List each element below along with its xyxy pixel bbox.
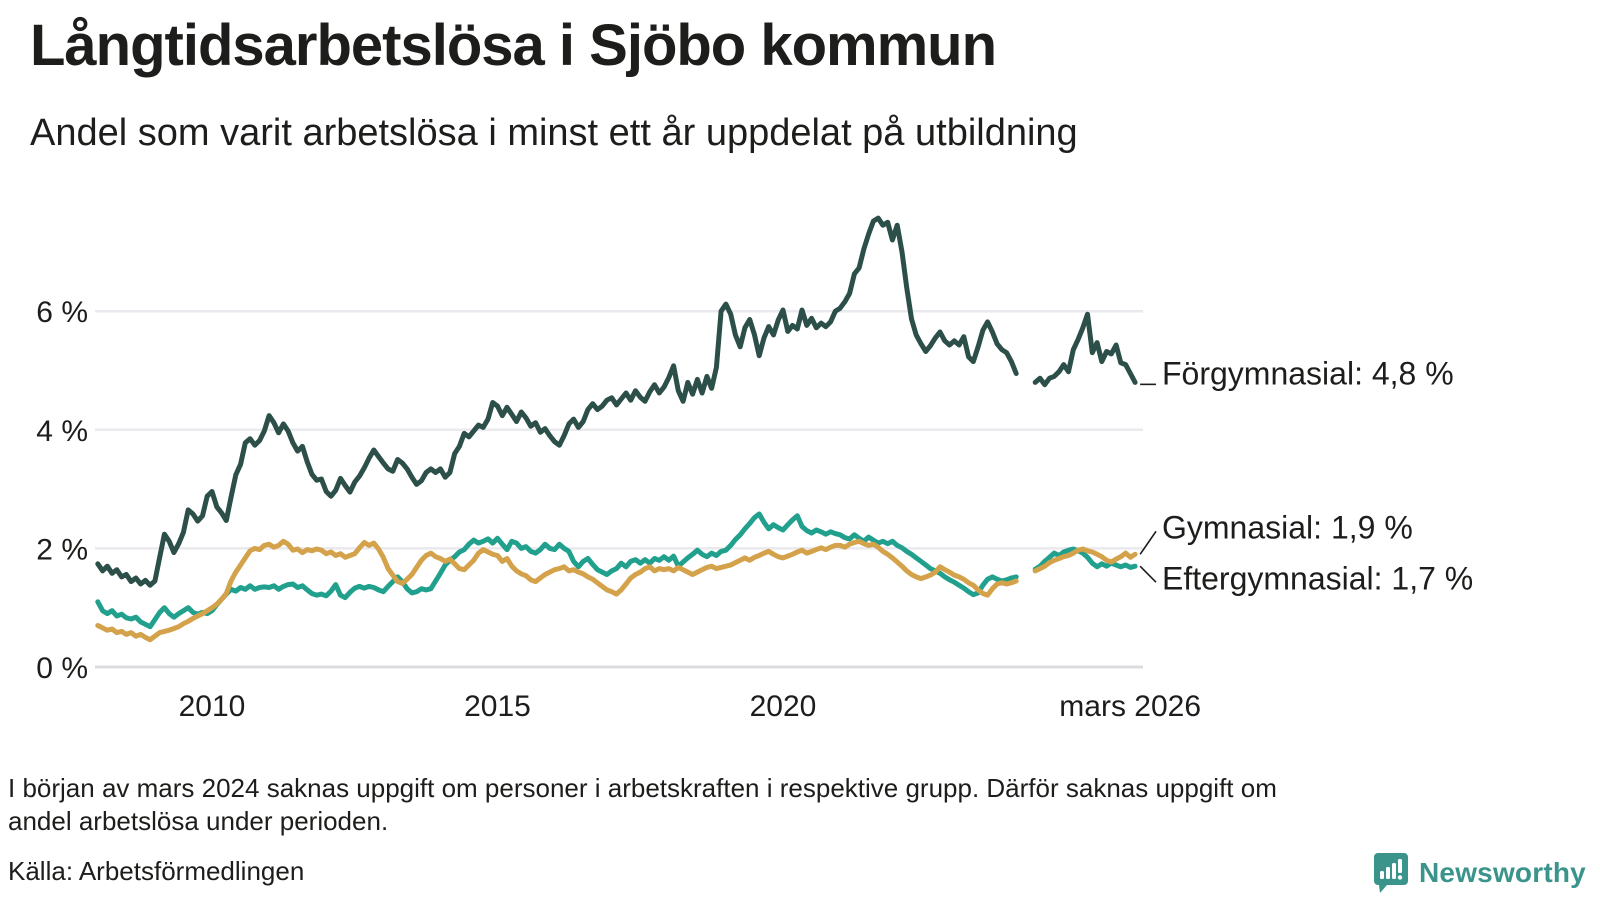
newsworthy-logo: Newsworthy xyxy=(1373,852,1586,894)
newsworthy-icon xyxy=(1374,853,1408,893)
source-note: Källa: Arbetsförmedlingen xyxy=(8,856,305,886)
footnote-line-1: I början av mars 2024 saknas uppgift om … xyxy=(8,773,1277,803)
page-subtitle: Andel som varit arbetslösa i minst ett å… xyxy=(30,112,1078,154)
y-tick-label-1: 2 % xyxy=(36,533,88,566)
series-label-forgymnasial: Förgymnasial: 4,8 % xyxy=(1162,356,1454,392)
x-axis: 2010 2015 2020 mars 2026 xyxy=(179,690,1201,723)
x-tick-label-2: 2020 xyxy=(750,690,817,723)
x-tick-label-3: mars 2026 xyxy=(1059,690,1201,723)
series-label-gymnasial: Gymnasial: 1,9 % xyxy=(1162,510,1413,546)
newsworthy-wordmark: Newsworthy xyxy=(1419,857,1586,888)
y-tick-label-0: 0 % xyxy=(36,652,88,685)
series-line-förgymnasial xyxy=(95,215,1138,588)
footnote-line-2: andel arbetslösa under perioden. xyxy=(8,806,389,836)
y-axis: 0 % 2 % 4 % 6 % xyxy=(36,296,88,685)
series-end-labels: Förgymnasial: 4,8 % Gymnasial: 1,9 % Eft… xyxy=(1162,356,1473,597)
x-tick-label-1: 2015 xyxy=(464,690,531,723)
x-tick-label-0: 2010 xyxy=(179,690,246,723)
label-leader-lines xyxy=(1139,383,1157,583)
gridlines xyxy=(95,309,1143,669)
y-tick-label-3: 6 % xyxy=(36,296,88,329)
footnote: I början av mars 2024 saknas uppgift om … xyxy=(8,772,1277,838)
page-title: Långtidsarbetslösa i Sjöbo kommun xyxy=(30,13,997,78)
series-line-gymnasial xyxy=(95,538,1138,643)
series-lines xyxy=(95,215,1138,643)
series-label-eftergymnasial: Eftergymnasial: 1,7 % xyxy=(1162,560,1473,596)
y-tick-label-2: 4 % xyxy=(36,415,88,448)
series-line-eftergymnasial xyxy=(95,511,1138,630)
